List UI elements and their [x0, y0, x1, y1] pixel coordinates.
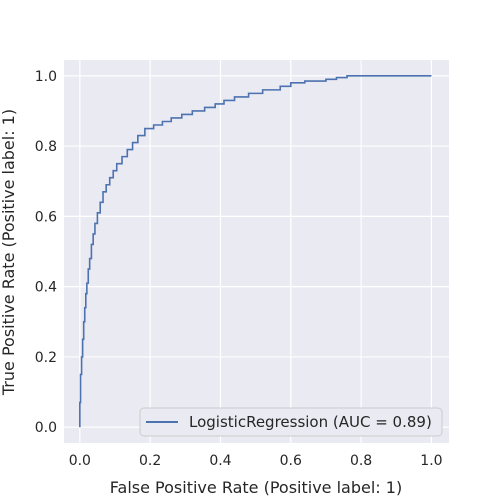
y-tick-label: 0.8 — [35, 139, 57, 155]
roc-curve-line — [79, 75, 432, 428]
x-axis-label: False Positive Rate (Positive label: 1) — [110, 478, 402, 497]
x-tick-label: 0.2 — [139, 453, 161, 469]
y-tick-label: 0.6 — [35, 209, 57, 225]
y-tick-label: 0.2 — [35, 350, 57, 366]
y-axis-label: True Positive Rate (Positive label: 1) — [0, 109, 18, 396]
y-tick-labels: 0.0 0.2 0.4 0.6 0.8 1.0 — [35, 69, 57, 436]
x-tick-label: 0.0 — [69, 453, 91, 469]
legend-label: LogisticRegression (AUC = 0.89) — [189, 413, 432, 431]
series-layer — [79, 75, 432, 428]
y-tick-label: 0.0 — [35, 420, 57, 436]
y-tick-label: 1.0 — [35, 69, 57, 85]
x-tick-label: 0.4 — [209, 453, 231, 469]
plot-background — [64, 60, 449, 443]
x-tick-label: 1.0 — [420, 453, 442, 469]
x-tick-label: 0.8 — [350, 453, 372, 469]
x-tick-labels: 0.0 0.2 0.4 0.6 0.8 1.0 — [69, 453, 443, 469]
legend: LogisticRegression (AUC = 0.89) — [139, 407, 443, 437]
grid — [64, 60, 449, 443]
legend-box — [139, 407, 443, 437]
x-tick-label: 0.6 — [280, 453, 302, 469]
y-tick-label: 0.4 — [35, 280, 57, 296]
